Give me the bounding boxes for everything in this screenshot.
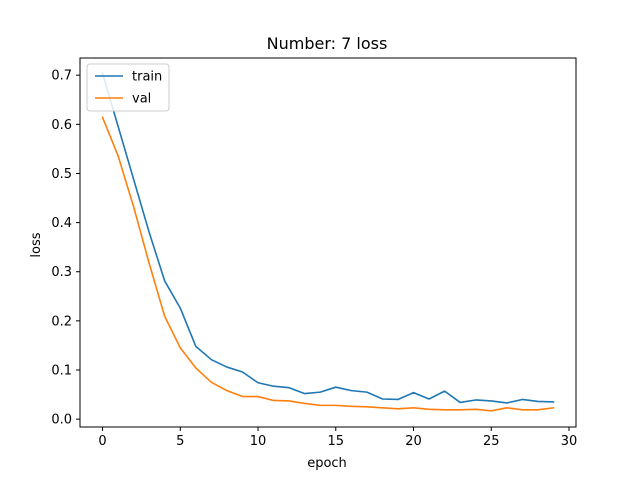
- x-tick-label: 15: [328, 434, 345, 449]
- x-tick-label: 10: [250, 434, 267, 449]
- y-tick-label: 0.7: [51, 69, 72, 84]
- x-tick-label: 5: [176, 434, 184, 449]
- legend-label-val: val: [132, 92, 151, 107]
- legend-label-train: train: [132, 70, 162, 85]
- series-line-val: [101, 116, 555, 412]
- y-axis: 0.0 0.1 0.2 0.3 0.4 0.5 0.6 0.7: [51, 69, 80, 428]
- y-tick-label: 0.1: [51, 364, 72, 379]
- x-tick-label: 0: [98, 434, 106, 449]
- y-tick-label: 0.0: [51, 413, 72, 428]
- y-tick-label: 0.5: [51, 167, 72, 182]
- series-lines: [101, 72, 555, 412]
- x-axis: 0 5 10 15 20 25 30: [98, 427, 577, 449]
- chart-title: Number: 7 loss: [267, 34, 388, 53]
- y-tick-label: 0.6: [51, 118, 72, 133]
- y-tick-label: 0.2: [51, 314, 72, 329]
- x-axis-label: epoch: [307, 456, 347, 471]
- y-axis-label: loss: [29, 232, 44, 257]
- plot-area: [79, 57, 577, 428]
- y-tick-label: 0.3: [51, 265, 72, 280]
- y-tick-label: 0.4: [51, 216, 72, 231]
- x-tick-label: 25: [483, 434, 500, 449]
- plot-frame: [79, 57, 577, 428]
- x-tick-label: 20: [405, 434, 422, 449]
- legend: train val: [86, 63, 170, 112]
- x-tick-label: 30: [561, 434, 578, 449]
- series-line-train: [101, 72, 555, 404]
